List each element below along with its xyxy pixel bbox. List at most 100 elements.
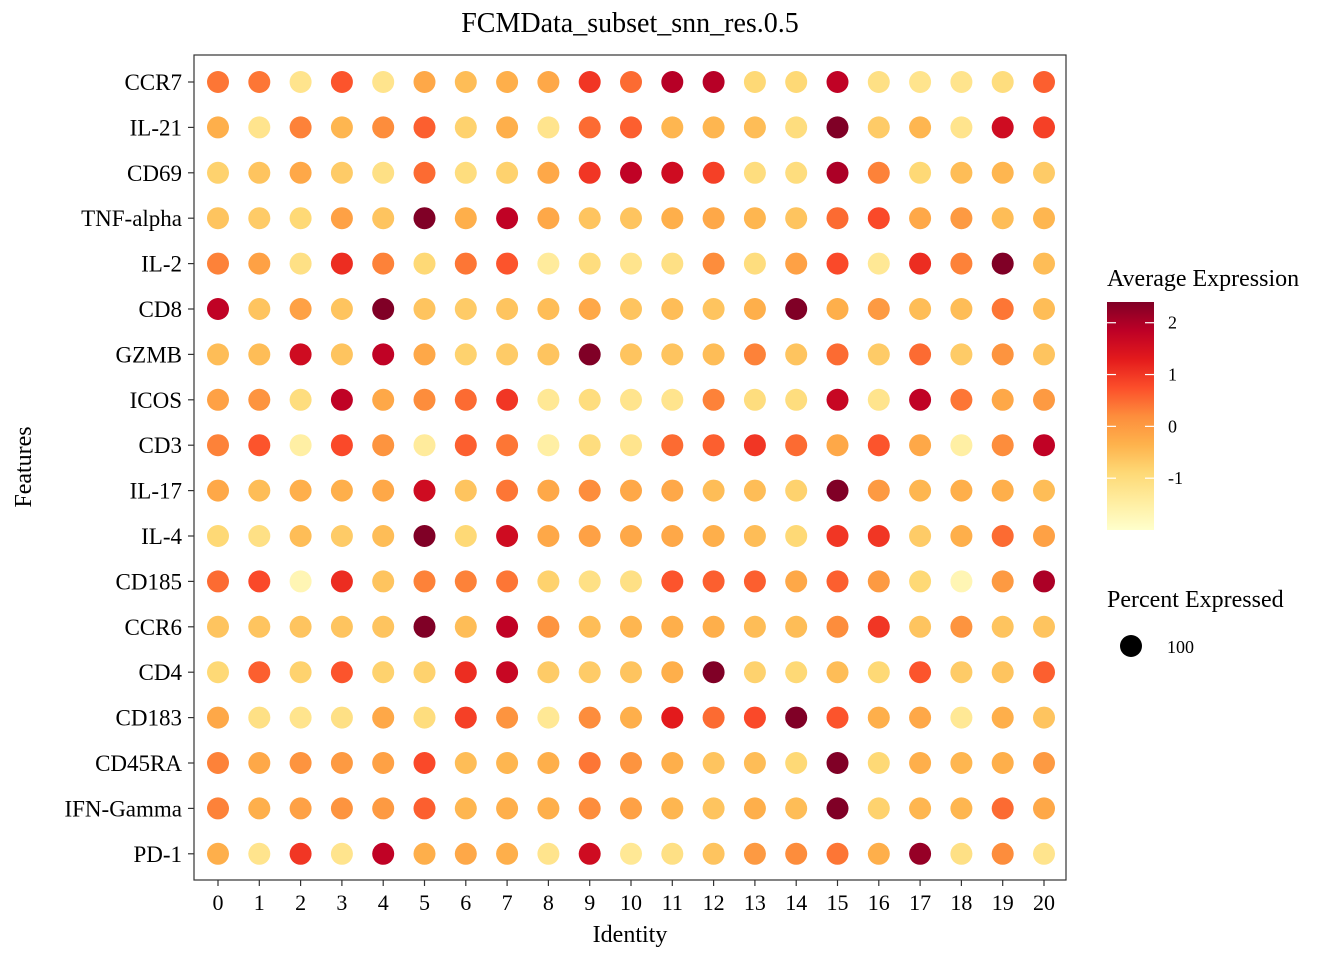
dot-ICOS-16 xyxy=(867,388,890,411)
dot-IFN-Gamma-4 xyxy=(372,797,395,820)
dot-TNF-alpha-7 xyxy=(496,207,519,230)
dot-CD3-11 xyxy=(661,434,684,457)
dot-TNF-alpha-4 xyxy=(372,207,395,230)
dot-IL-4-3 xyxy=(330,525,353,547)
dot-IL-4-13 xyxy=(743,525,766,547)
x-tick-label: 5 xyxy=(419,890,430,915)
dot-CD69-5 xyxy=(413,161,436,184)
dot-CD4-7 xyxy=(496,661,519,684)
dot-CD45RA-4 xyxy=(372,752,395,774)
y-tick-label: PD-1 xyxy=(133,842,182,867)
dot-CD4-19 xyxy=(991,661,1014,684)
dot-GZMB-19 xyxy=(991,343,1014,366)
dot-IFN-Gamma-8 xyxy=(537,797,560,820)
color-legend-title: Average Expression xyxy=(1107,266,1299,292)
dot-CD4-15 xyxy=(826,661,849,684)
x-tick-label: 10 xyxy=(620,890,642,915)
dot-CD8-19 xyxy=(991,298,1014,320)
dot-TNF-alpha-15 xyxy=(826,207,849,230)
dot-CCR7-7 xyxy=(496,71,519,93)
dot-IL-4-15 xyxy=(826,525,849,547)
dot-IL-4-0 xyxy=(207,525,229,547)
dot-ICOS-4 xyxy=(372,388,395,411)
dot-PD-1-15 xyxy=(826,842,849,865)
dot-ICOS-3 xyxy=(330,388,353,411)
dot-CCR6-4 xyxy=(372,615,395,638)
dot-CD45RA-13 xyxy=(743,752,766,774)
dot-IL-2-8 xyxy=(537,252,560,275)
dot-CD8-7 xyxy=(496,298,519,320)
dot-GZMB-2 xyxy=(289,343,312,366)
y-axis: CCR7 IL-21 CD69 TNF-alpha IL-2 CD8 GZMB ICOS CD3… xyxy=(64,70,194,867)
dot-IL-4-16 xyxy=(867,525,890,547)
dot-IL-4-19 xyxy=(991,525,1014,547)
y-tick-label: IL-17 xyxy=(130,479,182,504)
dot-CD8-6 xyxy=(454,298,477,320)
dot-CD183-7 xyxy=(496,706,519,729)
dot-IL-17-18 xyxy=(950,479,973,502)
dot-CD183-6 xyxy=(454,706,477,729)
dot-IFN-Gamma-18 xyxy=(950,797,973,820)
dot-GZMB-11 xyxy=(661,343,684,366)
dot-IFN-Gamma-7 xyxy=(496,797,519,820)
dot-ICOS-9 xyxy=(578,388,601,411)
dot-PD-1-13 xyxy=(743,842,766,865)
dot-TNF-alpha-16 xyxy=(867,207,890,230)
dot-GZMB-1 xyxy=(248,343,271,366)
dot-IL-17-2 xyxy=(289,479,312,502)
dot-ICOS-0 xyxy=(207,388,229,411)
dot-GZMB-12 xyxy=(702,343,725,366)
dot-ICOS-17 xyxy=(909,388,932,411)
dot-CCR7-13 xyxy=(743,71,766,93)
dot-CCR7-11 xyxy=(661,71,684,93)
dot-IL-17-1 xyxy=(248,479,271,502)
dot-IL-2-10 xyxy=(620,252,642,275)
dot-CD4-18 xyxy=(950,661,973,684)
color-legend-tick-label: 2 xyxy=(1168,313,1177,333)
x-tick-label: 15 xyxy=(827,890,849,915)
color-legend-bar xyxy=(1107,302,1154,530)
dot-CD69-17 xyxy=(909,161,932,184)
dot-PD-1-3 xyxy=(330,842,353,865)
dot-IFN-Gamma-15 xyxy=(826,797,849,820)
dot-CD4-2 xyxy=(289,661,312,684)
y-tick-label: CD69 xyxy=(127,161,182,186)
dot-CCR6-9 xyxy=(578,615,601,638)
dot-ICOS-6 xyxy=(454,388,477,411)
dot-IL-4-5 xyxy=(413,525,436,547)
dot-CD3-0 xyxy=(207,434,229,457)
dot-IL-21-12 xyxy=(702,116,725,139)
dot-TNF-alpha-0 xyxy=(207,207,229,230)
dot-CD69-10 xyxy=(620,161,642,184)
dot-CCR7-18 xyxy=(950,71,973,93)
dot-IL-2-0 xyxy=(207,252,229,275)
dot-PD-1-0 xyxy=(207,842,229,865)
dot-CCR7-6 xyxy=(454,71,477,93)
dot-CD3-8 xyxy=(537,434,560,457)
dot-CD8-14 xyxy=(785,298,808,320)
dot-IL-4-8 xyxy=(537,525,560,547)
x-tick-label: 7 xyxy=(502,890,513,915)
dot-CD4-13 xyxy=(743,661,766,684)
dot-IL-17-13 xyxy=(743,479,766,502)
dot-CD3-16 xyxy=(867,434,890,457)
dot-IFN-Gamma-9 xyxy=(578,797,601,820)
y-tick-label: ICOS xyxy=(130,388,182,413)
dot-IL-4-2 xyxy=(289,525,312,547)
dot-IL-21-13 xyxy=(743,116,766,139)
dot-CD185-18 xyxy=(950,570,973,593)
dot-TNF-alpha-20 xyxy=(1033,207,1055,230)
dot-CD183-9 xyxy=(578,706,601,729)
dot-PD-1-19 xyxy=(991,842,1014,865)
dot-IL-17-20 xyxy=(1033,479,1055,502)
dot-IL-17-10 xyxy=(620,479,642,502)
dot-CD3-5 xyxy=(413,434,436,457)
dot-IFN-Gamma-19 xyxy=(991,797,1014,820)
dot-CD185-8 xyxy=(537,570,560,593)
dot-IL-17-4 xyxy=(372,479,395,502)
dot-ICOS-5 xyxy=(413,388,436,411)
dot-ICOS-11 xyxy=(661,388,684,411)
dot-CD45RA-16 xyxy=(867,752,890,774)
x-tick-label: 1 xyxy=(254,890,265,915)
x-tick-label: 6 xyxy=(460,890,471,915)
